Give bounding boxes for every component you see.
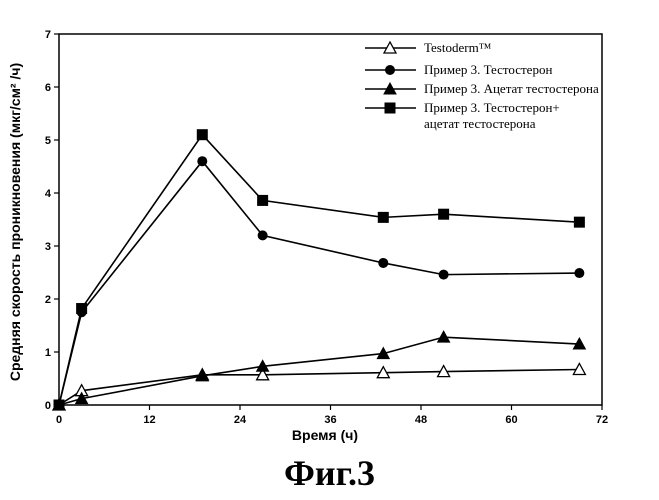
y-tick-label: 7 (45, 29, 51, 41)
data-point (378, 212, 389, 223)
x-tick-label: 0 (56, 414, 62, 426)
y-tick-label: 4 (45, 188, 52, 200)
series-2 (54, 156, 584, 410)
legend-label: Testoderm™ (424, 40, 491, 55)
y-tick-label: 3 (45, 241, 51, 253)
legend-label: Пример 3. Тестостерон (424, 62, 552, 77)
data-point (76, 303, 87, 314)
y-tick-label: 0 (45, 400, 51, 412)
x-tick-label: 48 (415, 414, 427, 426)
legend-label: ацетат тестостерона (424, 116, 536, 131)
data-point (197, 129, 208, 140)
x-tick-label: 24 (234, 414, 247, 426)
y-tick-label: 2 (45, 294, 51, 306)
data-point (258, 230, 268, 240)
data-point (438, 209, 449, 220)
legend-item: Пример 3. Ацетат тестостерона (365, 81, 599, 96)
series-4 (54, 129, 585, 410)
x-tick-label: 12 (143, 414, 155, 426)
y-tick-label: 1 (45, 347, 51, 359)
permeation-rate-chart: 012243648607201234567 Testoderm™Пример 3… (0, 0, 659, 450)
data-point (257, 195, 268, 206)
legend-item: Testoderm™ (365, 40, 491, 55)
data-point (197, 156, 207, 166)
series-lines (53, 129, 585, 410)
y-tick-label: 6 (45, 82, 51, 94)
data-point (54, 400, 65, 411)
x-axis-label: Время (ч) (292, 427, 358, 443)
figure-caption: Фиг.3 (0, 452, 659, 494)
series-1 (53, 363, 585, 410)
legend-label: Пример 3. Тестостерон+ (424, 100, 560, 115)
x-tick-label: 60 (505, 414, 517, 426)
legend: Testoderm™ Пример 3. Тестостерон Пример 3.… (365, 40, 599, 131)
x-tick-label: 36 (324, 414, 336, 426)
y-tick-label: 5 (45, 135, 51, 147)
legend-item: Пример 3. Тестостерон+ацетат тестостерон… (365, 100, 560, 131)
series-line (59, 135, 579, 405)
legend-marker (385, 65, 395, 75)
series-line (59, 161, 579, 405)
series-line (59, 369, 579, 405)
data-point (439, 270, 449, 280)
legend-label: Пример 3. Ацетат тестостерона (424, 81, 599, 96)
x-tick-label: 72 (596, 414, 608, 426)
data-point (378, 258, 388, 268)
y-axis-label: Средняя скорость проникновения (мкг/см² … (7, 63, 23, 381)
data-point (574, 217, 585, 228)
legend-item: Пример 3. Тестостерон (365, 62, 552, 77)
data-point (574, 268, 584, 278)
legend-marker (385, 103, 396, 114)
